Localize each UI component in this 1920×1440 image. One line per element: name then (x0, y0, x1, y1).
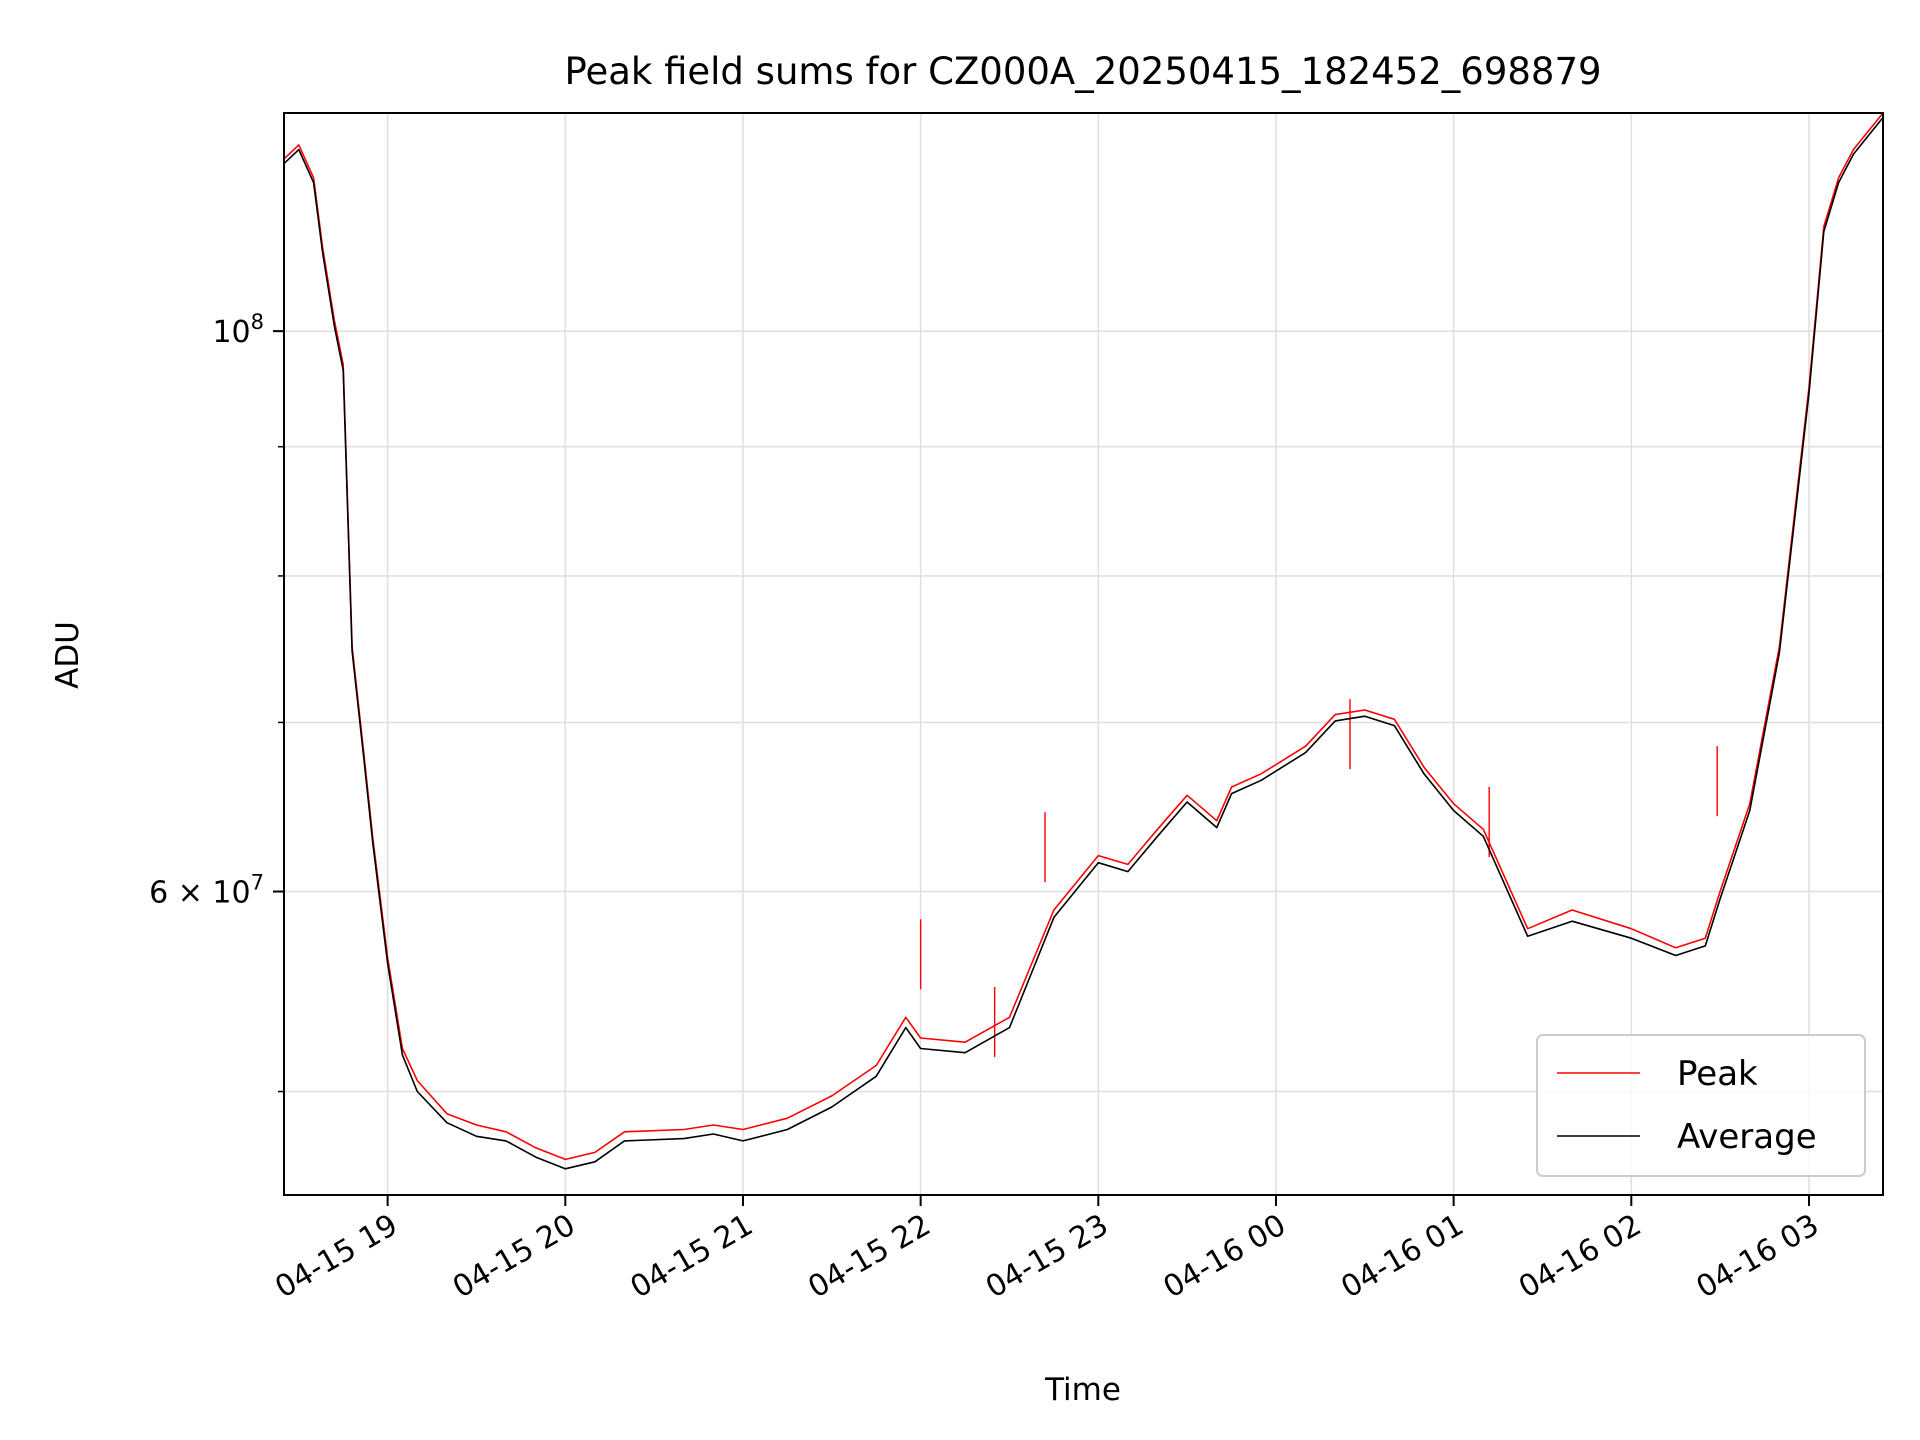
series-line-average (283, 116, 1884, 1170)
legend-label-average: Average (1677, 1117, 1817, 1157)
series-line-peak (283, 112, 1884, 1161)
y-tick-label: 6 × 107 (149, 871, 264, 911)
legend-label-peak: Peak (1677, 1054, 1758, 1094)
legend: Peak Average (1536, 1034, 1866, 1177)
plot-frame (283, 112, 1884, 1196)
y-axis-label: ADU (50, 621, 86, 689)
series-layer (283, 112, 1884, 1170)
x-axis-label: Time (1044, 1372, 1121, 1408)
legend-box (1536, 1034, 1866, 1177)
chart-title: Peak field sums for CZ000A_20250415_1824… (564, 50, 1601, 93)
